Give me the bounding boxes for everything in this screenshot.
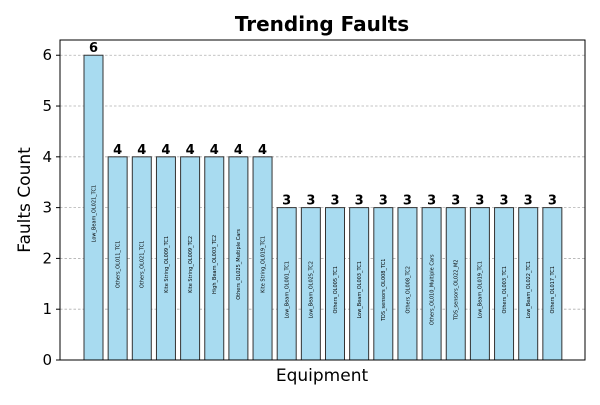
y-tick-label: 3 <box>42 199 52 217</box>
bar-category-label: Low_Beam_OL022_TC1 <box>526 261 532 319</box>
bar-value-label: 4 <box>210 143 219 158</box>
bar-category-label: Others_OL005_TC1 <box>333 266 339 314</box>
bar-category-label: Others_OL010_Multiple Cars <box>429 254 435 325</box>
bar-value-label: 4 <box>234 143 243 158</box>
y-tick-label: 5 <box>42 97 52 115</box>
bar-value-label: 3 <box>403 194 412 209</box>
bar-category-label: Low_Beam_OL021_TC1 <box>91 185 97 243</box>
plot-frame <box>59 39 586 361</box>
bar-value-label: 3 <box>330 194 339 209</box>
y-tick-label: 2 <box>42 249 52 267</box>
bar-value-label: 4 <box>113 143 122 158</box>
bar-category-label: Others_OL011_TC1 <box>115 241 121 289</box>
bar-category-label: TDS_sensors_OL008_TC1 <box>381 259 387 322</box>
bar-value-label: 3 <box>306 194 315 209</box>
bar-value-label: 3 <box>500 194 509 209</box>
bar-category-label: Others_OL021_TC1 <box>140 241 146 289</box>
bars <box>83 54 563 361</box>
y-axis-label: Faults Count <box>15 147 35 253</box>
bar-category-label: Others_OL003_TC1 <box>502 266 508 314</box>
bar-category-label: Low_Beam_OL025_TC2 <box>309 261 315 319</box>
bar-category-label: Others_OL025_Multiple Cars <box>236 229 242 300</box>
bar-value-label: 3 <box>548 194 557 209</box>
x-axis-label: Equipment <box>276 366 369 386</box>
bar-category-label: Low_Beam_OL019_TC1 <box>478 261 484 319</box>
bar-value-label: 3 <box>524 194 533 209</box>
y-tick-label: 0 <box>42 351 52 369</box>
bar-category-label: Kite String_OL019_TC1 <box>260 236 266 293</box>
bar-category-label: Others_OL017_TC1 <box>550 266 556 314</box>
bar-value-label: 3 <box>282 194 291 209</box>
bar-value-label: 3 <box>451 194 460 209</box>
bar-category-label: Kite String_OL009_TC1 <box>164 236 170 293</box>
bar-category-label: Others_OL008_TC2 <box>405 266 411 314</box>
bar-value-label: 6 <box>89 41 98 56</box>
bar-value-label: 4 <box>137 143 146 158</box>
bar-value-label: 4 <box>186 143 195 158</box>
bar-value-label: 3 <box>379 194 388 209</box>
bar-category-label: High_Beam_OL003_TC2 <box>212 235 218 294</box>
y-axis-ticks: 0 1 2 3 4 5 6 <box>42 46 60 369</box>
bar-value-label: 3 <box>355 194 364 209</box>
bar-value-label: 3 <box>427 194 436 209</box>
bar-category-label: TDS_sensors_OL022_M2 <box>454 260 460 322</box>
y-tick-label: 1 <box>42 300 52 318</box>
bar-category-label: Kite String_OL009_TC2 <box>188 236 194 293</box>
bar-category-label: Low_Beam_OL003_TC1 <box>357 261 363 319</box>
bar-value-label: 4 <box>258 143 267 158</box>
y-tick-label: 6 <box>42 46 52 64</box>
bar-category-label: Low_Beam_OL001_TC1 <box>285 261 291 319</box>
chart-title: Trending Faults <box>235 12 409 36</box>
y-tick-label: 4 <box>42 148 52 166</box>
bar-value-label: 3 <box>475 194 484 209</box>
bar-labels: 6 Low_Beam_OL021_TC1 4 Others_OL011_TC1 4 Oth… <box>89 41 557 325</box>
bar-value-label: 4 <box>161 143 170 158</box>
